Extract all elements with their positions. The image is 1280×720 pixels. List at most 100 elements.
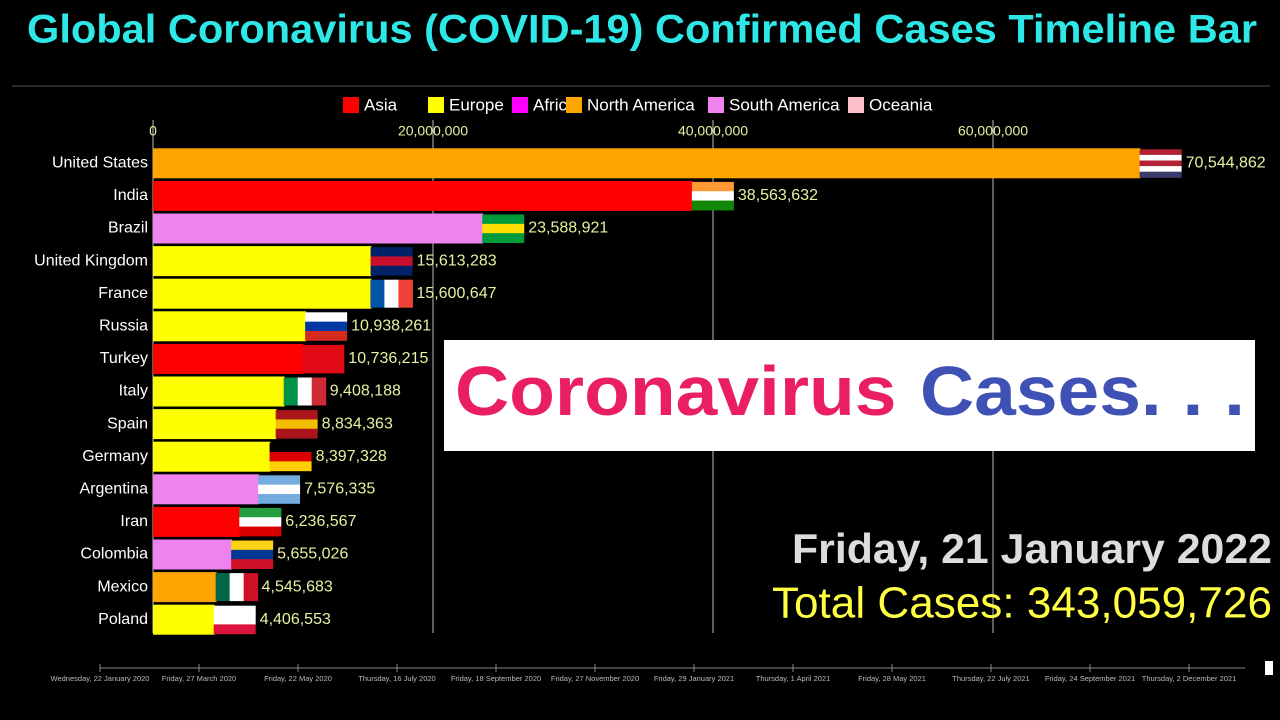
value-label: 5,655,026 — [277, 546, 348, 563]
y-tick-label: United States — [52, 155, 148, 172]
flag — [1139, 149, 1182, 156]
y-tick-label: Spain — [107, 415, 148, 432]
timeline-label: Friday, 22 May 2020 — [264, 674, 332, 683]
y-tick-label: Italy — [119, 383, 148, 400]
value-label: 15,600,647 — [416, 285, 496, 302]
y-tick-label: Germany — [82, 448, 148, 465]
timeline-label: Thursday, 1 April 2021 — [756, 674, 831, 683]
flag — [239, 526, 282, 537]
total-label: Total Cases: 343,059,726 — [772, 579, 1272, 628]
flag — [239, 517, 282, 528]
flag — [258, 493, 301, 504]
plot: 0 20,000,000 40,000,000 60,000,000 Asia Europ… — [34, 95, 1266, 683]
legend-swatch — [566, 97, 582, 113]
value-label: 8,834,363 — [322, 415, 393, 432]
y-tick-label: United Kingdom — [34, 252, 148, 269]
flag — [305, 321, 348, 332]
flag — [482, 223, 525, 234]
bar — [153, 311, 307, 342]
flag — [231, 559, 274, 569]
y-tick-label: France — [98, 285, 148, 302]
timeline-label: Friday, 18 September 2020 — [451, 674, 541, 683]
value-label: 4,545,683 — [262, 578, 333, 595]
flag — [297, 377, 313, 406]
value-label: 9,408,188 — [330, 383, 401, 400]
bar — [153, 343, 304, 374]
value-label: 7,576,335 — [304, 481, 375, 498]
flag — [269, 461, 312, 472]
flag — [482, 214, 525, 225]
bar — [153, 148, 1141, 179]
flag — [398, 279, 413, 308]
bar — [153, 441, 271, 472]
y-tick-label: Turkey — [100, 350, 148, 367]
flag — [482, 233, 525, 243]
flag — [239, 507, 282, 518]
legend-swatch — [428, 97, 444, 113]
y-tick-label: Argentina — [80, 481, 149, 498]
value-label: 10,736,215 — [348, 350, 428, 367]
flag — [1139, 160, 1182, 167]
bar — [153, 539, 233, 570]
flag — [305, 330, 348, 341]
flag — [229, 573, 245, 602]
flag — [231, 549, 274, 560]
flag — [269, 452, 312, 462]
y-tick-label: Poland — [98, 611, 148, 628]
legend-label: South America — [729, 95, 840, 114]
flag — [302, 344, 345, 355]
timeline-label: Thursday, 16 July 2020 — [358, 674, 435, 683]
legend-label: Oceania — [869, 95, 933, 114]
value-label: 70,544,862 — [1186, 155, 1266, 172]
timeline-marker — [1265, 661, 1273, 675]
bar — [153, 376, 285, 407]
flag — [283, 377, 299, 406]
y-tick-label: Iran — [120, 513, 148, 530]
flag — [231, 540, 274, 551]
banner-word: Coronavirus — [455, 352, 896, 430]
value-label: 4,406,553 — [260, 611, 331, 628]
flag — [370, 265, 413, 276]
flag — [1139, 171, 1182, 178]
value-label: 23,588,921 — [528, 220, 608, 237]
x-tick-label: 20,000,000 — [398, 123, 468, 139]
bar — [153, 572, 217, 603]
bar — [153, 246, 372, 277]
flag — [275, 428, 318, 439]
timeline-label: Wednesday, 22 January 2020 — [51, 674, 150, 683]
legend-label: Europe — [449, 95, 504, 114]
y-tick-label: Russia — [99, 318, 148, 335]
timeline-label: Friday, 24 September 2021 — [1045, 674, 1135, 683]
flag — [370, 247, 413, 257]
legend-swatch — [708, 97, 724, 113]
timeline-label: Friday, 27 March 2020 — [162, 674, 236, 683]
value-label: 8,397,328 — [316, 448, 387, 465]
flag — [269, 442, 312, 453]
value-label: 15,613,283 — [417, 252, 497, 269]
flag — [213, 615, 256, 625]
value-label: 38,563,632 — [738, 187, 818, 204]
legend-swatch — [848, 97, 864, 113]
date-label: Friday, 21 January 2022 — [792, 525, 1272, 572]
flag — [302, 354, 345, 365]
flag — [215, 573, 231, 602]
legend-swatch — [343, 97, 359, 113]
flag — [370, 279, 385, 308]
flag — [302, 363, 345, 374]
flag — [243, 573, 259, 602]
banner-box — [444, 340, 1255, 451]
bar — [153, 506, 241, 537]
value-label: 6,236,567 — [285, 513, 356, 530]
flag — [691, 191, 734, 202]
flag — [213, 605, 256, 616]
banner: Coronavirus Cases. . . — [455, 352, 1245, 430]
timeline-label: Friday, 29 January 2021 — [654, 674, 734, 683]
flag — [384, 279, 399, 308]
y-tick-label: Brazil — [108, 220, 148, 237]
bar — [153, 409, 277, 440]
bar — [153, 213, 484, 244]
banner-word: Cases. . . — [920, 352, 1245, 430]
flag — [305, 312, 348, 323]
